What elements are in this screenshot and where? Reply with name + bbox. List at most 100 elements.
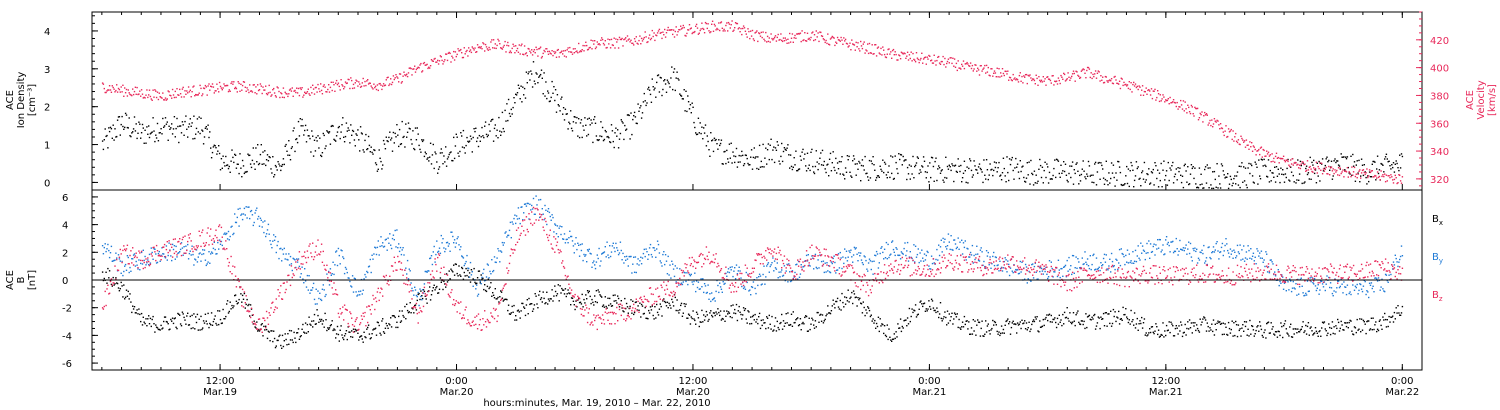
velocity-point xyxy=(125,88,128,91)
velocity-point xyxy=(1330,166,1333,168)
velocity-point xyxy=(502,46,504,48)
bx-point xyxy=(122,296,124,298)
bx-point xyxy=(684,305,686,308)
ion-density-point xyxy=(215,147,217,149)
ion-density-point xyxy=(415,139,418,141)
by-point xyxy=(314,303,317,305)
bx-point xyxy=(1123,314,1125,316)
bx-point xyxy=(704,315,707,318)
ion-density-point xyxy=(955,170,958,173)
bx-point xyxy=(792,311,794,313)
velocity-point xyxy=(887,48,889,51)
by-point xyxy=(374,246,376,248)
velocity-point xyxy=(634,40,637,43)
bx-point xyxy=(974,320,976,322)
velocity-point xyxy=(552,54,554,57)
bx-point xyxy=(1184,323,1186,326)
by-point xyxy=(137,268,139,270)
velocity-point xyxy=(1051,75,1053,77)
velocity-point xyxy=(163,99,166,101)
bx-point xyxy=(1269,332,1271,334)
by-point xyxy=(158,250,160,253)
ion-density-point xyxy=(972,174,974,176)
by-point xyxy=(396,229,398,231)
velocity-point xyxy=(846,43,849,45)
velocity-point xyxy=(1057,77,1060,79)
ion-density-point xyxy=(1034,182,1036,184)
velocity-point xyxy=(1140,94,1142,96)
velocity-point xyxy=(999,76,1001,78)
bx-point xyxy=(809,328,811,331)
ion-density-point xyxy=(234,153,236,156)
ion-density-point xyxy=(1058,172,1060,175)
by-point xyxy=(187,243,189,246)
by-point xyxy=(238,225,240,227)
ion-density-point xyxy=(378,149,380,151)
ion-density-point xyxy=(175,127,177,130)
velocity-point xyxy=(1356,177,1358,179)
bx-point xyxy=(440,281,442,283)
bx-point xyxy=(167,323,169,325)
bx-point xyxy=(485,290,488,293)
bx-point xyxy=(231,304,233,307)
velocity-point xyxy=(1211,119,1213,121)
velocity-point xyxy=(910,51,912,53)
bx-point xyxy=(345,330,348,332)
ion-density-point xyxy=(244,171,246,173)
velocity-point xyxy=(520,44,522,47)
by-point xyxy=(337,247,340,250)
ion-density-point xyxy=(144,129,146,131)
velocity-point xyxy=(731,20,733,22)
bx-point xyxy=(161,328,163,330)
velocity-point xyxy=(603,44,606,46)
velocity-point xyxy=(119,91,121,93)
bx-point xyxy=(1211,323,1213,325)
velocity-point xyxy=(500,47,503,50)
by-point xyxy=(108,256,111,259)
ion-density-point xyxy=(977,166,980,168)
ion-density-point xyxy=(1249,172,1251,175)
ion-density-point xyxy=(141,123,144,126)
by-point xyxy=(539,198,542,201)
ion-density-point xyxy=(1274,181,1277,183)
velocity-point xyxy=(383,84,386,87)
velocity-point xyxy=(1008,79,1010,81)
ion-density-point xyxy=(1366,183,1368,185)
bx-point xyxy=(526,299,528,301)
bx-point xyxy=(418,292,420,295)
velocity-point xyxy=(372,88,374,90)
velocity-point xyxy=(707,23,709,25)
ion-density-point xyxy=(397,134,399,136)
by-point xyxy=(200,260,202,262)
velocity-point xyxy=(611,44,614,46)
ion-density-point xyxy=(562,107,565,109)
bx-point xyxy=(910,315,912,318)
velocity-point xyxy=(1108,79,1110,82)
bx-point xyxy=(814,320,817,322)
ion-density-point xyxy=(531,86,534,88)
bx-point xyxy=(1282,336,1284,339)
ion-density-point xyxy=(678,79,680,81)
bx-point xyxy=(916,314,919,316)
ion-density-point xyxy=(1074,172,1076,175)
bx-point xyxy=(845,296,848,299)
velocity-point xyxy=(1319,162,1321,164)
velocity-point xyxy=(168,91,170,93)
ion-density-point xyxy=(476,137,479,139)
ion-density-point xyxy=(742,154,744,157)
velocity-point xyxy=(991,68,993,70)
bx-point xyxy=(681,315,684,317)
velocity-point xyxy=(1087,66,1090,69)
ion-density-point xyxy=(848,155,850,158)
bx-point xyxy=(1196,327,1199,330)
ion-density-point xyxy=(1204,166,1207,168)
ion-density-point xyxy=(687,95,689,97)
velocity-point xyxy=(209,89,211,91)
velocity-point xyxy=(539,46,542,48)
bx-point xyxy=(523,306,525,308)
ion-density-point xyxy=(508,112,511,115)
bx-point xyxy=(473,267,475,270)
by-point xyxy=(234,213,236,215)
by-point xyxy=(484,280,486,282)
velocity-point xyxy=(440,56,442,58)
